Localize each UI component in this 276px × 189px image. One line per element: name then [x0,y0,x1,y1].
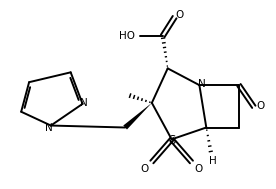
Text: O: O [257,101,265,111]
Text: N: N [45,122,53,132]
Text: O: O [141,164,149,174]
Text: S: S [168,134,175,147]
Text: HO: HO [119,31,135,41]
Text: O: O [194,164,203,174]
Text: O: O [176,10,184,20]
Polygon shape [123,103,152,129]
Text: N: N [80,98,87,108]
Text: H: H [209,156,217,166]
Text: N: N [198,79,206,89]
